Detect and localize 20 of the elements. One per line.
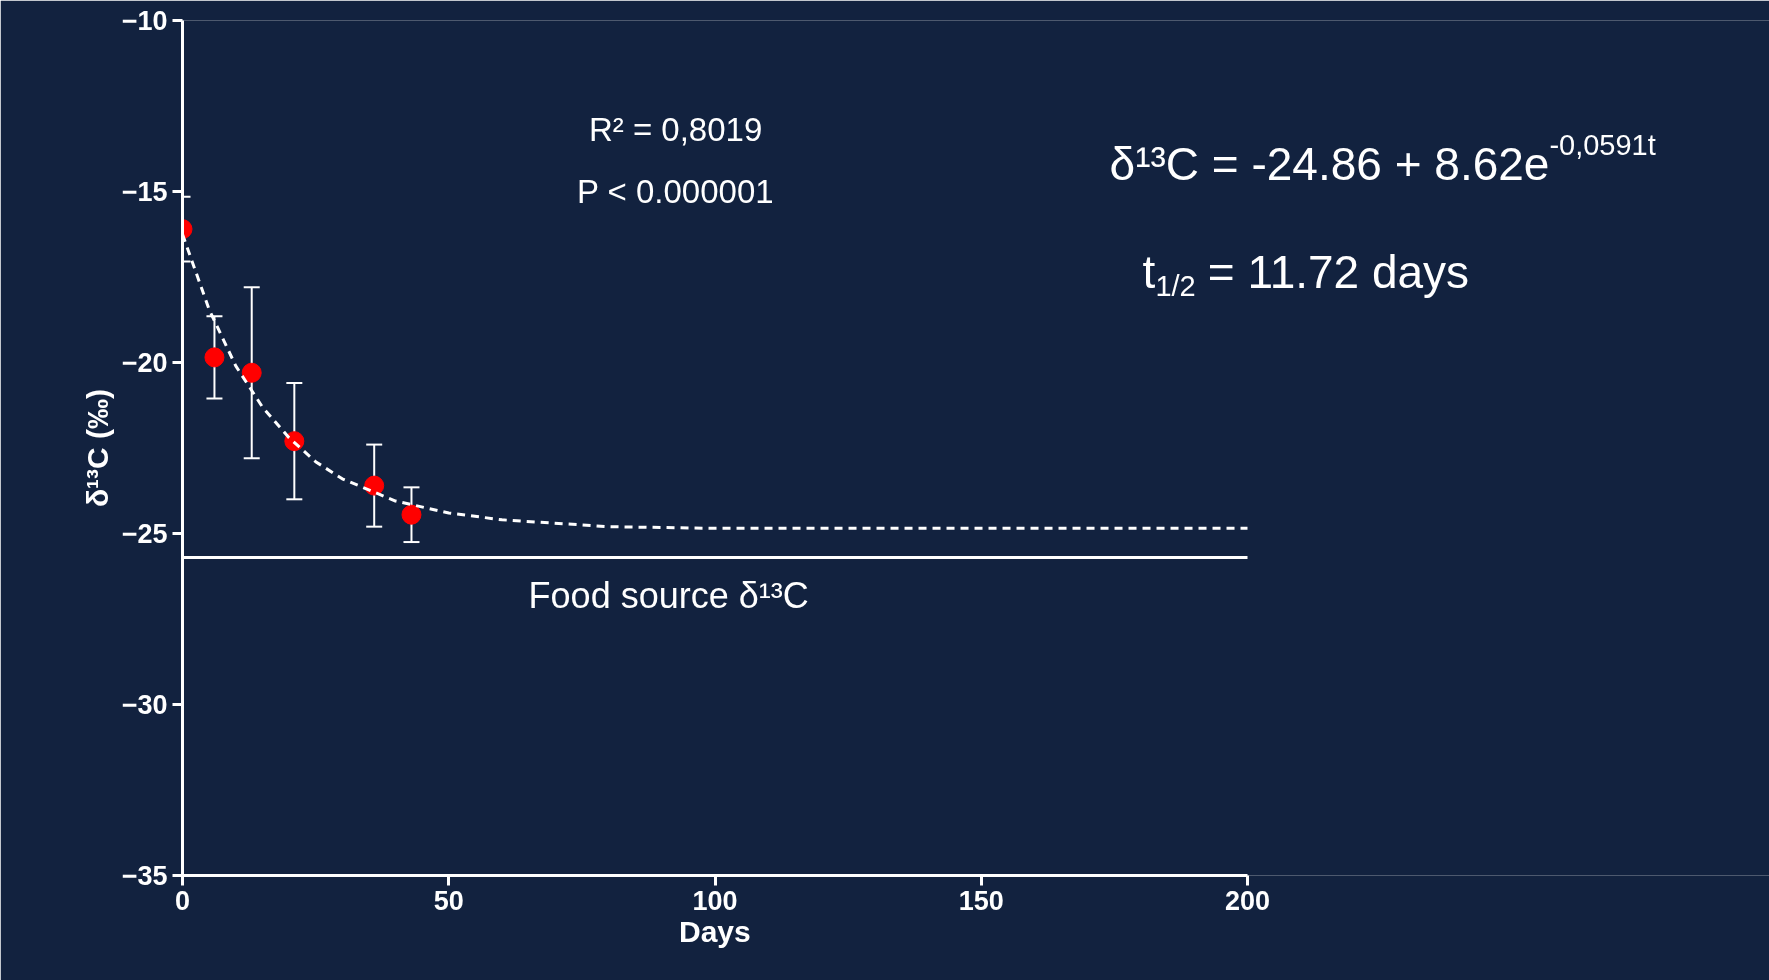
y-tick-label: −35	[121, 861, 168, 891]
y-tick-label: −25	[121, 519, 168, 549]
y-tick-label: −10	[121, 6, 168, 36]
x-tick-label: 200	[1224, 885, 1271, 916]
x-tick-label: 50	[433, 885, 464, 916]
point	[401, 504, 422, 525]
x-axis-title: Days	[679, 914, 751, 948]
x-tick-label: 100	[692, 885, 738, 916]
point	[241, 362, 262, 383]
annotation: R² = 0,8019	[588, 111, 763, 149]
annotation: P < 0.000001	[576, 173, 774, 210]
point	[204, 347, 225, 368]
ref-line-label: Food source δ¹³C	[528, 574, 809, 616]
y-tick-label: −20	[121, 348, 168, 378]
y-tick-label: −15	[121, 177, 168, 207]
x-tick-label: 150	[958, 885, 1004, 916]
point	[364, 475, 385, 496]
x-tick-label: 0	[174, 885, 191, 916]
y-tick-label: −30	[121, 690, 168, 720]
y-axis-title: δ¹³C (‰)	[80, 388, 114, 508]
